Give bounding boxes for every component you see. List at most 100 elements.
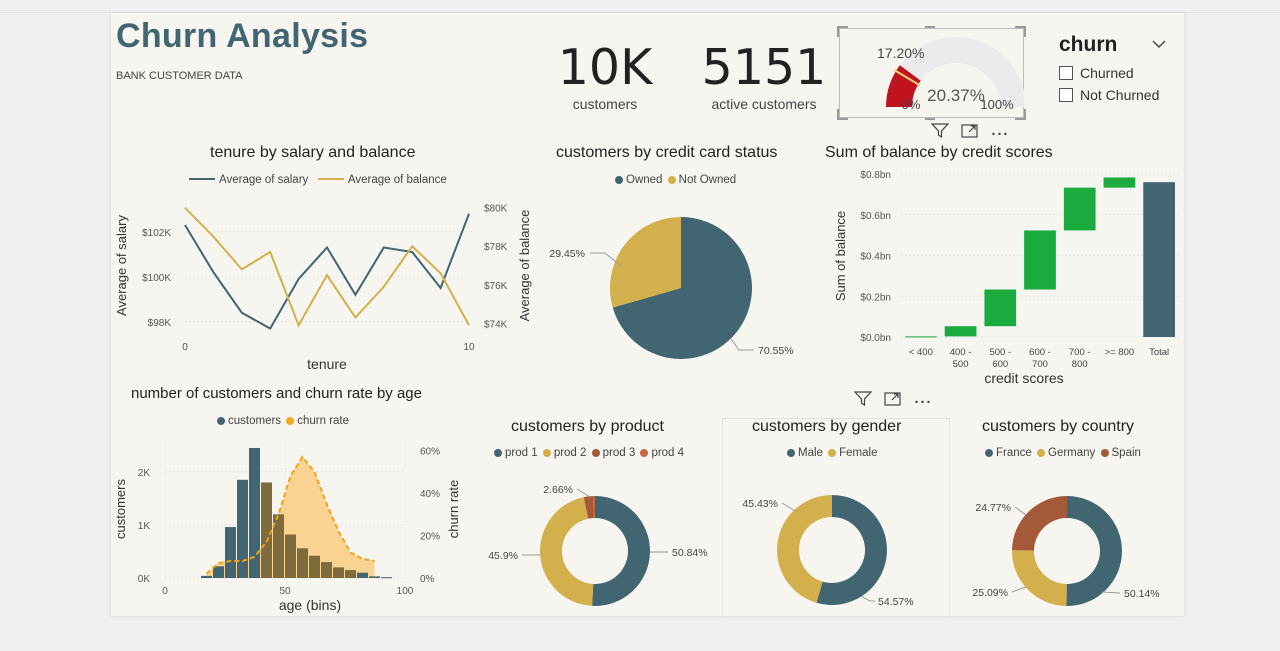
customers-bar <box>321 562 332 578</box>
report-canvas: Churn Analysis BANK CUSTOMER DATA 10K cu… <box>111 13 1184 617</box>
slice-female <box>777 495 832 603</box>
resize-handle[interactable] <box>837 109 848 120</box>
churn-rate-area <box>206 456 375 578</box>
focus-mode-icon[interactable] <box>880 390 906 416</box>
legend-dot <box>494 449 502 457</box>
customers-bar <box>285 534 296 578</box>
legend-dot <box>615 176 623 184</box>
x-axis-label: credit scores <box>984 370 1063 386</box>
legend-swatch <box>189 178 215 180</box>
legend-label: Not Owned <box>678 174 737 186</box>
waterfall-chart-title: Sum of balance by credit scores <box>825 144 1053 161</box>
x-tick-label: 0 <box>162 586 168 597</box>
legend-label: Average of balance <box>347 174 447 186</box>
customers-bar <box>297 548 308 578</box>
selection-frame <box>839 28 1024 118</box>
legend-label: prod 2 <box>553 447 587 459</box>
y2-tick-label: 40% <box>420 489 440 500</box>
y-tick-label: $0.2bn <box>860 292 891 303</box>
gauge-max-label: 100% <box>980 97 1014 112</box>
y2-tick-label: $74K <box>484 319 508 330</box>
country-chart-title: customers by country <box>982 418 1135 435</box>
filter-icon[interactable] <box>850 390 876 416</box>
y2-tick-label: 60% <box>420 447 440 458</box>
kpi-active-customers: 5151 active customers <box>696 39 832 112</box>
visual-header-gauge: ··· <box>927 122 1013 148</box>
legend-dot <box>640 449 649 457</box>
checkbox[interactable] <box>1059 88 1073 102</box>
slice-prod-1 <box>592 496 650 606</box>
gauge-target-marker <box>893 69 921 87</box>
customers-bar <box>273 514 284 578</box>
gauge-svg: 17.20% 20.37% 0% 100% <box>877 37 1024 112</box>
resize-handle[interactable] <box>925 118 935 120</box>
product-donut-chart[interactable]: 50.84% 45.9% 2.66% <box>480 463 720 613</box>
chevron-down-icon[interactable] <box>1152 36 1166 54</box>
legend-label: Average of salary <box>219 174 309 186</box>
legend-label: Spain <box>1111 447 1141 459</box>
y-axis-label: Sum of balance <box>833 211 848 301</box>
slice-spain <box>1012 496 1067 551</box>
resize-handle[interactable] <box>925 26 935 28</box>
country-donut-chart[interactable]: 50.14% 25.09% 24.77% <box>956 463 1184 613</box>
legend-dot <box>542 449 551 457</box>
legend-dot <box>286 417 295 425</box>
legend-dot <box>667 176 676 184</box>
creditcard-pie-chart[interactable]: 70.55% 29.45% <box>541 193 811 373</box>
y-tick-label: $0.8bn <box>860 170 891 181</box>
checkbox[interactable] <box>1059 66 1073 80</box>
y2-tick-label: $78K <box>484 242 508 253</box>
series-line-balance <box>184 206 470 328</box>
x-tick-label: 100 <box>397 586 414 597</box>
customers-bar <box>261 482 272 578</box>
data-label: 29.45% <box>549 248 585 260</box>
kpi-customers: 10K customers <box>547 39 663 112</box>
slice-owned <box>612 217 752 359</box>
leader-line <box>730 338 754 351</box>
tenure-line-chart[interactable]: $98K $100K $102K $74K $76K $78K $80K 0 10 tenure A… <box>111 188 551 378</box>
slicer-title: churn <box>1059 33 1118 56</box>
slice-germany <box>1012 550 1067 606</box>
filter-icon[interactable] <box>927 122 953 148</box>
age-chart-title: number of customers and churn rate by ag… <box>131 385 422 402</box>
resize-handle[interactable] <box>1015 26 1026 37</box>
more-options-icon[interactable]: ··· <box>914 394 933 411</box>
balance-waterfall-chart[interactable]: $0.0bn $0.2bn $0.4bn $0.6bn $0.8bn < 400 400 -… <box>817 165 1182 390</box>
customers-bar <box>357 572 368 578</box>
data-label: 24.77% <box>975 502 1011 514</box>
age-combo-chart[interactable]: 0K 1K 2K 0% 20% 40% 60% 0 50 100 age (bins) custome… <box>111 428 471 616</box>
slicer-option-churned[interactable]: Churned <box>1059 65 1174 81</box>
legend-dot <box>591 449 600 457</box>
y-tick-label: $102K <box>142 228 171 239</box>
customers-bar <box>381 577 392 579</box>
legend-label: France <box>996 447 1032 459</box>
waterfall-bar <box>1103 177 1136 188</box>
gender-donut-chart[interactable]: 54.57% 45.43% <box>725 463 947 613</box>
x-tick-label: Total <box>1149 347 1169 358</box>
legend-label: churn rate <box>297 415 350 427</box>
product-legend: prod 1 prod 2 prod 3 prod 4 <box>494 447 684 459</box>
x-tick-label: 500 - <box>989 347 1011 358</box>
focus-mode-icon[interactable] <box>957 122 983 148</box>
gauge-track <box>886 37 1024 107</box>
churn-slicer: churn Churned Not Churned <box>1059 33 1174 103</box>
leader-line <box>860 595 875 602</box>
resize-handle[interactable] <box>1015 109 1026 120</box>
x-axis-label: tenure <box>307 356 347 372</box>
y2-tick-label: 20% <box>420 532 440 543</box>
customers-bar <box>249 447 260 578</box>
y-tick-label: 1K <box>138 521 151 532</box>
legend-label: prod 3 <box>602 447 636 459</box>
legend-label: prod 4 <box>651 447 685 459</box>
data-label: 70.55% <box>758 345 794 357</box>
slice-prod-4 <box>592 496 595 519</box>
resize-handle[interactable] <box>837 26 848 37</box>
leader-line <box>1011 586 1027 593</box>
gender-legend: Male Female <box>787 447 878 459</box>
x-tick-label: < 400 <box>909 347 933 358</box>
more-options-icon[interactable]: ··· <box>991 126 1010 143</box>
waterfall-bar <box>1024 230 1056 290</box>
churn-gauge-visual[interactable]: 17.20% 20.37% 0% 100% <box>837 26 1026 120</box>
slicer-option-not-churned[interactable]: Not Churned <box>1059 87 1174 103</box>
page-title: Churn Analysis <box>116 17 369 55</box>
